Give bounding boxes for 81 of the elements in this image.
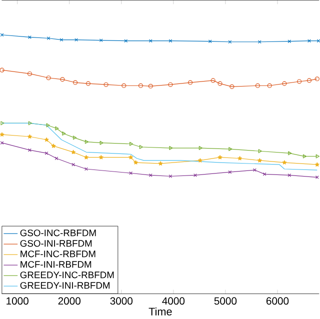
x-tick-label: 5000 [214,297,237,305]
point [99,38,103,42]
x-tick-label: 1000 [6,297,28,305]
point [62,132,66,136]
point [218,81,222,86]
point [282,81,287,86]
point [28,148,32,152]
point [262,172,266,176]
point [72,163,76,166]
point [100,140,104,146]
x-tick-label: 4000 [162,297,185,305]
point [129,172,133,175]
point [44,152,48,156]
legend-label: MCF-INI-RBFDM [20,261,92,268]
point [253,168,256,172]
point [267,83,272,88]
point [84,167,88,171]
point [73,136,77,140]
point [198,158,202,162]
point [44,138,49,142]
point [84,140,89,144]
point [46,76,51,80]
point [46,36,50,40]
point [134,160,138,165]
point [257,158,262,162]
point [60,38,64,42]
point [188,80,193,85]
point [228,40,232,44]
point [255,83,260,88]
legend-label: GREEDY-INI-RBFDM [20,282,110,289]
point [130,142,134,146]
point [210,78,216,83]
point [306,78,312,83]
point [148,84,153,89]
point [218,155,222,160]
legend-label: GREEDY-INC-RBFDM [20,272,114,278]
point [302,154,307,158]
point [230,84,234,90]
point [297,79,302,84]
legend-label: GSO-INC-RBFDM [20,230,96,236]
point [168,174,172,178]
point [0,132,4,137]
point [314,162,320,167]
point [104,82,108,88]
point [51,144,56,148]
point [46,123,50,128]
legend-label: MCF-INC-RBFDM [20,250,96,258]
x-tick-label: 3000 [110,297,133,305]
point [98,155,104,160]
point [73,80,78,85]
point [288,174,292,178]
point [258,149,262,154]
point [128,155,134,160]
point [28,134,32,139]
point [60,77,65,82]
point [122,83,126,88]
point [54,156,58,160]
x-tick-label: 6000 [266,297,289,305]
point [228,147,232,152]
point [86,81,90,86]
point [158,161,163,166]
point [308,39,311,43]
x-tick-label: 2000 [58,297,80,305]
point [28,121,32,126]
point [288,40,292,44]
point [148,174,152,178]
point [71,150,76,154]
point [55,126,59,131]
point [84,155,88,160]
point [282,160,287,165]
point [168,39,172,43]
point [198,146,202,150]
point [168,82,173,88]
point [238,156,242,160]
x-axis-title: Time [148,308,172,316]
point [169,146,173,150]
point [288,151,292,156]
point [139,145,143,150]
legend-label: GSO-INI-RBFDM [20,240,92,247]
point [138,83,143,88]
point [27,72,32,76]
